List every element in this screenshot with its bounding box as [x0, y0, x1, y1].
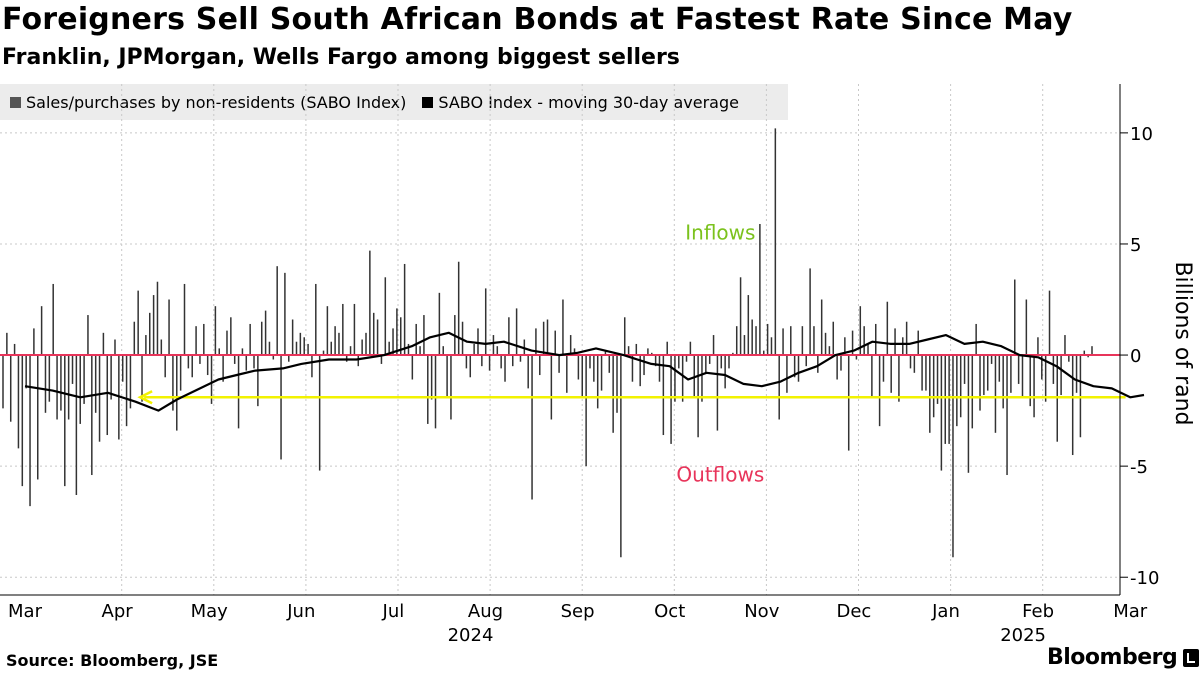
annotation-inflows: Inflows — [685, 221, 755, 245]
brand-name: Bloomberg — [1047, 645, 1178, 670]
x-year-label: 2025 — [1000, 625, 1046, 646]
legend-item-moving-average: SABO Index - moving 30-day average — [422, 93, 739, 112]
x-tick-label: Sep — [561, 601, 595, 622]
chart-legend: Sales/purchases by non-residents (SABO I… — [0, 84, 788, 120]
brand-logo: Bloomberg — [1047, 645, 1200, 670]
x-tick-label: Jan — [931, 601, 960, 622]
x-tick-label: Mar — [8, 601, 43, 622]
legend-swatch-line — [422, 96, 434, 108]
moving-average-line — [24, 331, 1145, 412]
bloomberg-terminal-icon — [1183, 648, 1200, 667]
legend-item-daily-flows: Sales/purchases by non-residents (SABO I… — [10, 93, 406, 112]
x-tick-label: Apr — [102, 601, 134, 622]
chart-subtitle: Franklin, JPMorgan, Wells Fargo among bi… — [2, 45, 680, 70]
y-tick-label: 10 — [1130, 124, 1153, 145]
x-year-label: 2024 — [448, 625, 494, 646]
legend-swatch-bars — [10, 96, 21, 108]
legend-label-daily-flows: Sales/purchases by non-residents (SABO I… — [26, 92, 407, 112]
x-tick-label: Jun — [286, 601, 315, 622]
x-tick-label: Dec — [836, 601, 871, 622]
y-tick-label: -5 — [1130, 457, 1148, 478]
x-tick-label: Aug — [468, 601, 503, 622]
x-tick-label: Oct — [654, 601, 685, 622]
y-tick-label: -10 — [1130, 568, 1159, 589]
y-axis-title: Billions of rand — [1170, 261, 1195, 425]
legend-label-moving-average: SABO Index - moving 30-day average — [438, 92, 739, 112]
highlight-arrowhead — [137, 390, 153, 405]
y-tick-label: 0 — [1130, 346, 1141, 367]
source-note: Source: Bloomberg, JSE — [6, 651, 219, 670]
annotation-outflows: Outflows — [676, 463, 764, 487]
x-tick-label: May — [191, 601, 229, 622]
x-tick-label: Nov — [744, 601, 779, 622]
chart-title: Foreigners Sell South African Bonds at F… — [2, 2, 1073, 37]
x-tick-label: Mar — [1113, 601, 1148, 622]
y-tick-label: 5 — [1130, 235, 1141, 256]
x-tick-label: Feb — [1022, 601, 1054, 622]
x-tick-label: Jul — [382, 601, 405, 622]
